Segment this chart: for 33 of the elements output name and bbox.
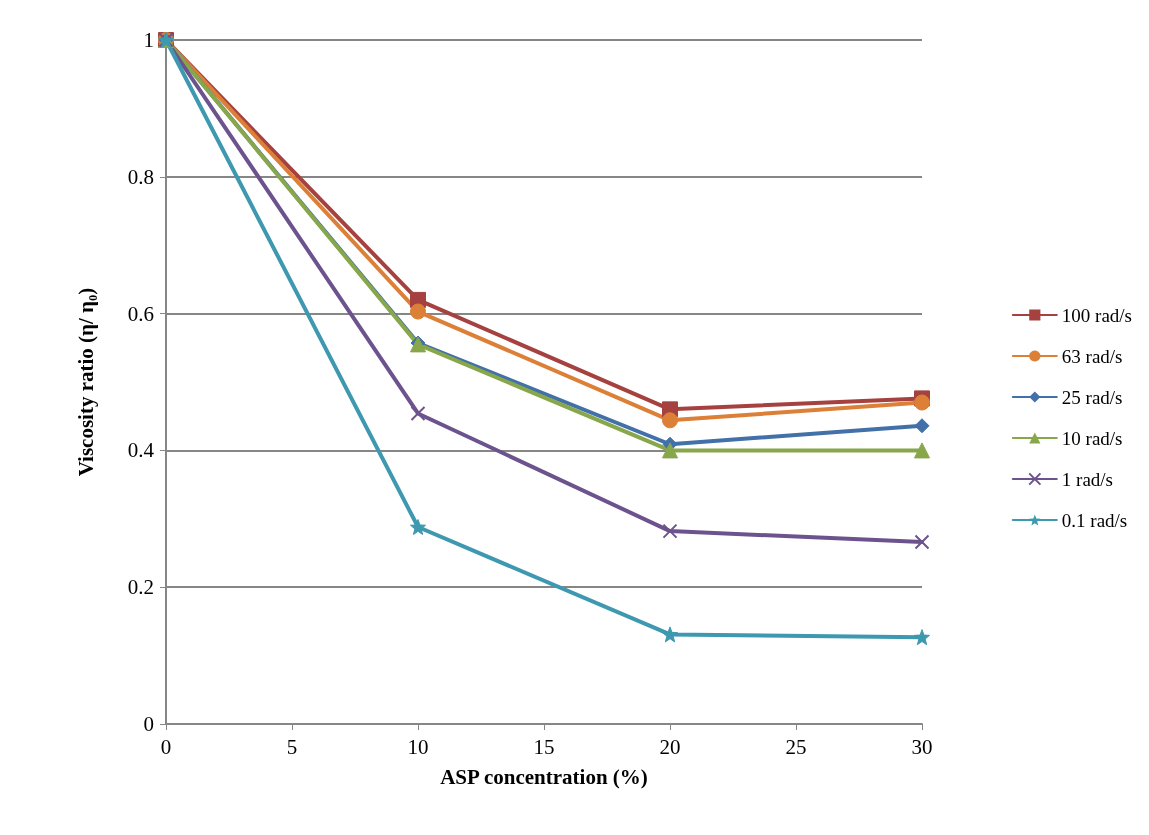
x-tick-label: 5 [286,734,298,759]
legend-label: 10 rad/s [1061,427,1123,449]
y-tick-label: 0.4 [127,438,155,463]
point [662,412,678,429]
legend-label: 63 rad/s [1061,345,1123,367]
point [914,418,930,434]
y-tick-label: 1 [143,28,154,52]
legend-label: 100 rad/s [1061,304,1132,326]
point [914,394,930,411]
x-tick-label: 30 [911,734,933,759]
point [914,534,930,550]
point [662,442,678,459]
y-tick-label: 0.8 [127,164,154,189]
x-tick-label: 25 [785,734,807,759]
y-tick-label: 0 [143,712,154,736]
legend-label: 25 rad/s [1061,386,1123,408]
x-tick-label: 15 [533,734,555,759]
point [410,303,426,320]
y-axis-title: Viscosity ratio (η/ η₀) [73,287,98,477]
point [662,626,678,643]
x-axis-title: ASP concentration (%) [440,764,648,789]
point [662,523,678,539]
legend-label: 1 rad/s [1061,468,1113,490]
legend-label: 0.1 rad/s [1061,509,1128,531]
point [410,405,426,421]
y-tick-label: 0.2 [127,575,154,600]
x-tick-label: 10 [407,734,429,759]
point [410,519,426,536]
y-tick-label: 0.6 [127,301,154,326]
point [914,629,930,646]
point [914,442,930,459]
x-tick-label: 0 [160,734,172,759]
x-tick-label: 20 [659,734,681,759]
